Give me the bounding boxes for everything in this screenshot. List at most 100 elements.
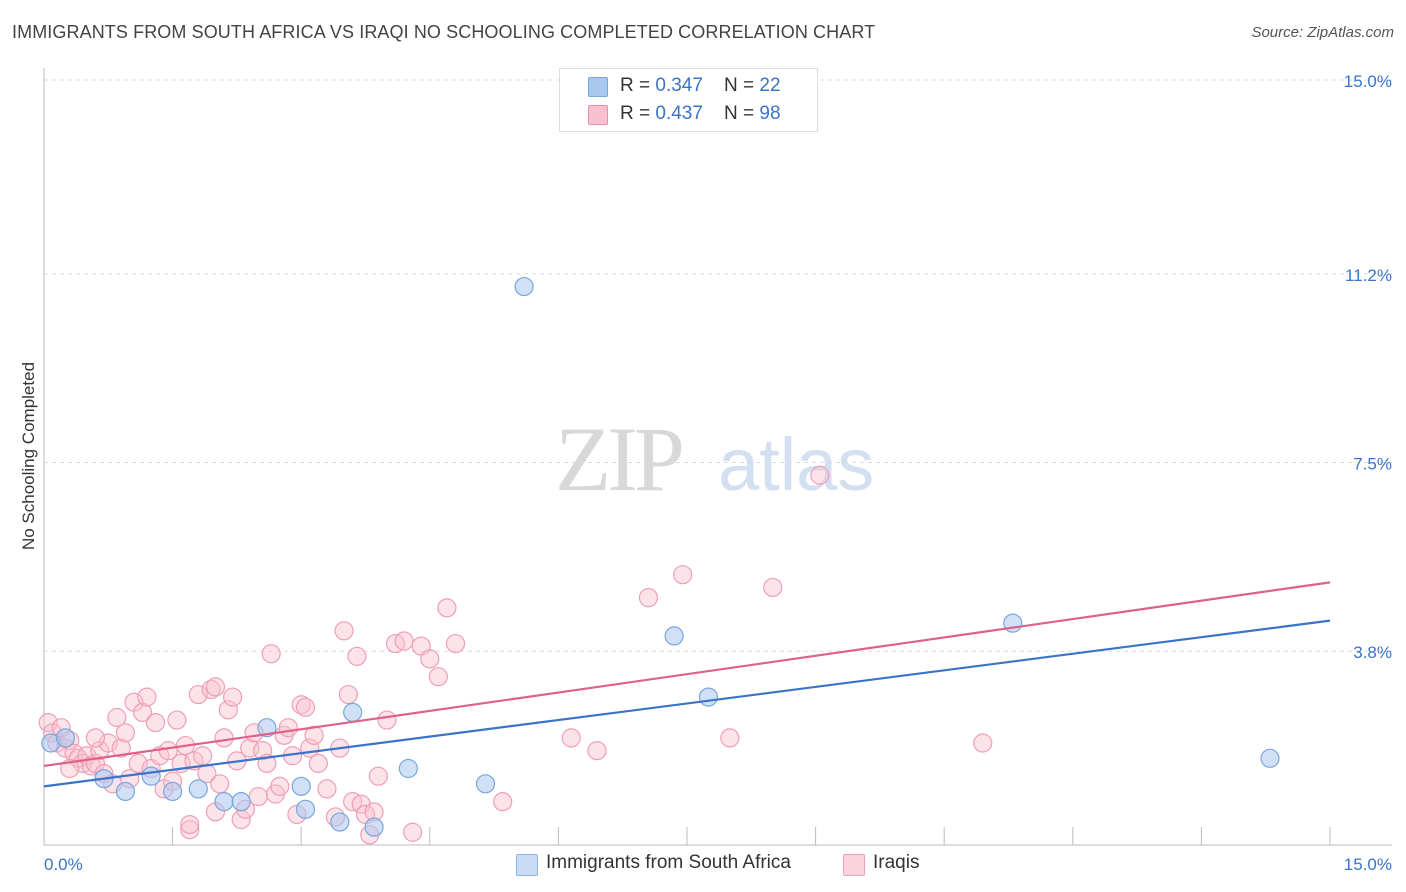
point-south-africa	[398, 758, 418, 779]
point-south-africa	[343, 702, 363, 723]
point-iraqis	[205, 677, 226, 697]
point-iraqis	[308, 753, 328, 774]
point-south-africa	[364, 817, 384, 837]
y-tick-label: 15.0%	[1344, 72, 1392, 91]
legend-n-value: 22	[759, 75, 781, 96]
legend-r-label: R =	[620, 75, 656, 96]
point-south-africa	[291, 776, 311, 796]
point-south-africa	[214, 792, 234, 812]
source-credit: Source: ZipAtlas.com	[1251, 24, 1394, 41]
point-south-africa	[514, 276, 534, 297]
chart-title: IMMIGRANTS FROM SOUTH AFRICA VS IRAQI NO…	[12, 22, 876, 42]
trend-line-south-africa	[43, 619, 1331, 788]
point-iraqis	[437, 598, 457, 618]
point-iraqis	[394, 631, 414, 651]
bottom-legend-label: Immigrants from South Africa	[546, 852, 791, 873]
point-south-africa	[664, 626, 684, 646]
y-tick-label: 7.5%	[1353, 455, 1392, 474]
bottom-legend-swatch-south-africa	[516, 854, 538, 876]
trend-lines	[43, 581, 1331, 788]
point-iraqis	[317, 779, 337, 799]
watermark-zip: ZIP	[555, 408, 682, 510]
point-iraqis	[420, 649, 440, 669]
point-south-africa	[115, 781, 136, 802]
legend-r-value: 0.347	[655, 75, 703, 96]
point-iraqis	[137, 687, 157, 707]
point-iraqis	[278, 718, 298, 738]
point-iraqis	[428, 667, 448, 687]
trend-line-iraqis	[43, 581, 1331, 768]
point-south-africa	[257, 718, 277, 738]
point-iraqis	[253, 741, 273, 761]
data-points	[38, 276, 1280, 845]
point-iraqis	[638, 588, 659, 608]
x-tick-label: 0.0%	[44, 855, 83, 874]
point-iraqis	[763, 577, 783, 598]
point-iraqis	[214, 728, 234, 748]
point-iraqis	[167, 710, 187, 730]
point-iraqis	[587, 741, 607, 761]
legend: R = 0.347 N = 22 R = 0.437 N = 98	[559, 68, 818, 132]
point-iraqis	[445, 633, 466, 654]
point-iraqis	[85, 728, 106, 748]
legend-n-label: N =	[724, 75, 760, 96]
point-south-africa	[698, 687, 719, 707]
point-south-africa	[475, 774, 496, 794]
tick-labels: 3.8% 7.5% 11.2% 15.0% 0.0% 15.0%	[44, 72, 1392, 874]
point-iraqis	[377, 710, 397, 730]
point-iraqis	[338, 684, 358, 705]
point-iraqis	[334, 621, 354, 641]
bottom-legend-label: Iraqis	[873, 852, 920, 873]
point-south-africa	[163, 781, 183, 802]
bottom-legend-swatch-iraqis	[843, 854, 865, 876]
point-iraqis	[107, 707, 127, 728]
point-iraqis	[248, 786, 268, 807]
watermark: ZIP atlas	[555, 408, 874, 510]
point-iraqis	[180, 814, 200, 835]
point-south-africa	[55, 728, 76, 748]
point-south-africa	[1260, 748, 1280, 768]
grid-lines	[44, 79, 1392, 652]
axes	[43, 68, 1392, 846]
point-iraqis	[561, 728, 581, 748]
point-iraqis	[261, 644, 281, 664]
point-iraqis	[218, 700, 238, 720]
point-iraqis	[38, 712, 58, 733]
point-south-africa	[295, 799, 316, 819]
point-iraqis	[111, 738, 131, 758]
point-iraqis	[810, 465, 830, 485]
legend-r-value: 0.437	[655, 103, 703, 124]
point-iraqis	[973, 733, 993, 753]
point-iraqis	[347, 646, 367, 666]
point-south-africa	[231, 792, 251, 812]
point-iraqis	[210, 774, 230, 794]
point-iraqis	[128, 753, 148, 774]
point-iraqis	[145, 712, 166, 733]
point-iraqis	[158, 741, 178, 761]
point-iraqis	[720, 728, 740, 748]
legend-swatch-south-africa	[588, 77, 608, 97]
legend-n-value: 98	[759, 103, 781, 124]
legend-r-label: R =	[620, 103, 656, 124]
point-iraqis	[193, 746, 213, 766]
legend-swatch-iraqis	[588, 105, 608, 125]
point-iraqis	[223, 687, 243, 707]
point-iraqis	[295, 697, 316, 717]
point-iraqis	[180, 820, 200, 840]
y-tick-label: 11.2%	[1345, 266, 1392, 285]
point-south-africa	[141, 766, 161, 786]
point-south-africa	[188, 779, 208, 799]
point-iraqis	[132, 702, 153, 723]
watermark-atlas: atlas	[718, 423, 874, 506]
y-tick-label: 3.8%	[1353, 643, 1392, 662]
point-iraqis	[270, 776, 290, 796]
y-axis-label: No Schooling Completed	[19, 362, 38, 550]
point-iraqis	[368, 766, 388, 786]
x-tick-label: 15.0%	[1344, 855, 1392, 874]
point-iraqis	[98, 733, 118, 753]
point-iraqis	[673, 565, 693, 585]
point-iraqis	[493, 792, 513, 812]
point-iraqis	[115, 723, 136, 743]
point-iraqis	[403, 822, 423, 842]
